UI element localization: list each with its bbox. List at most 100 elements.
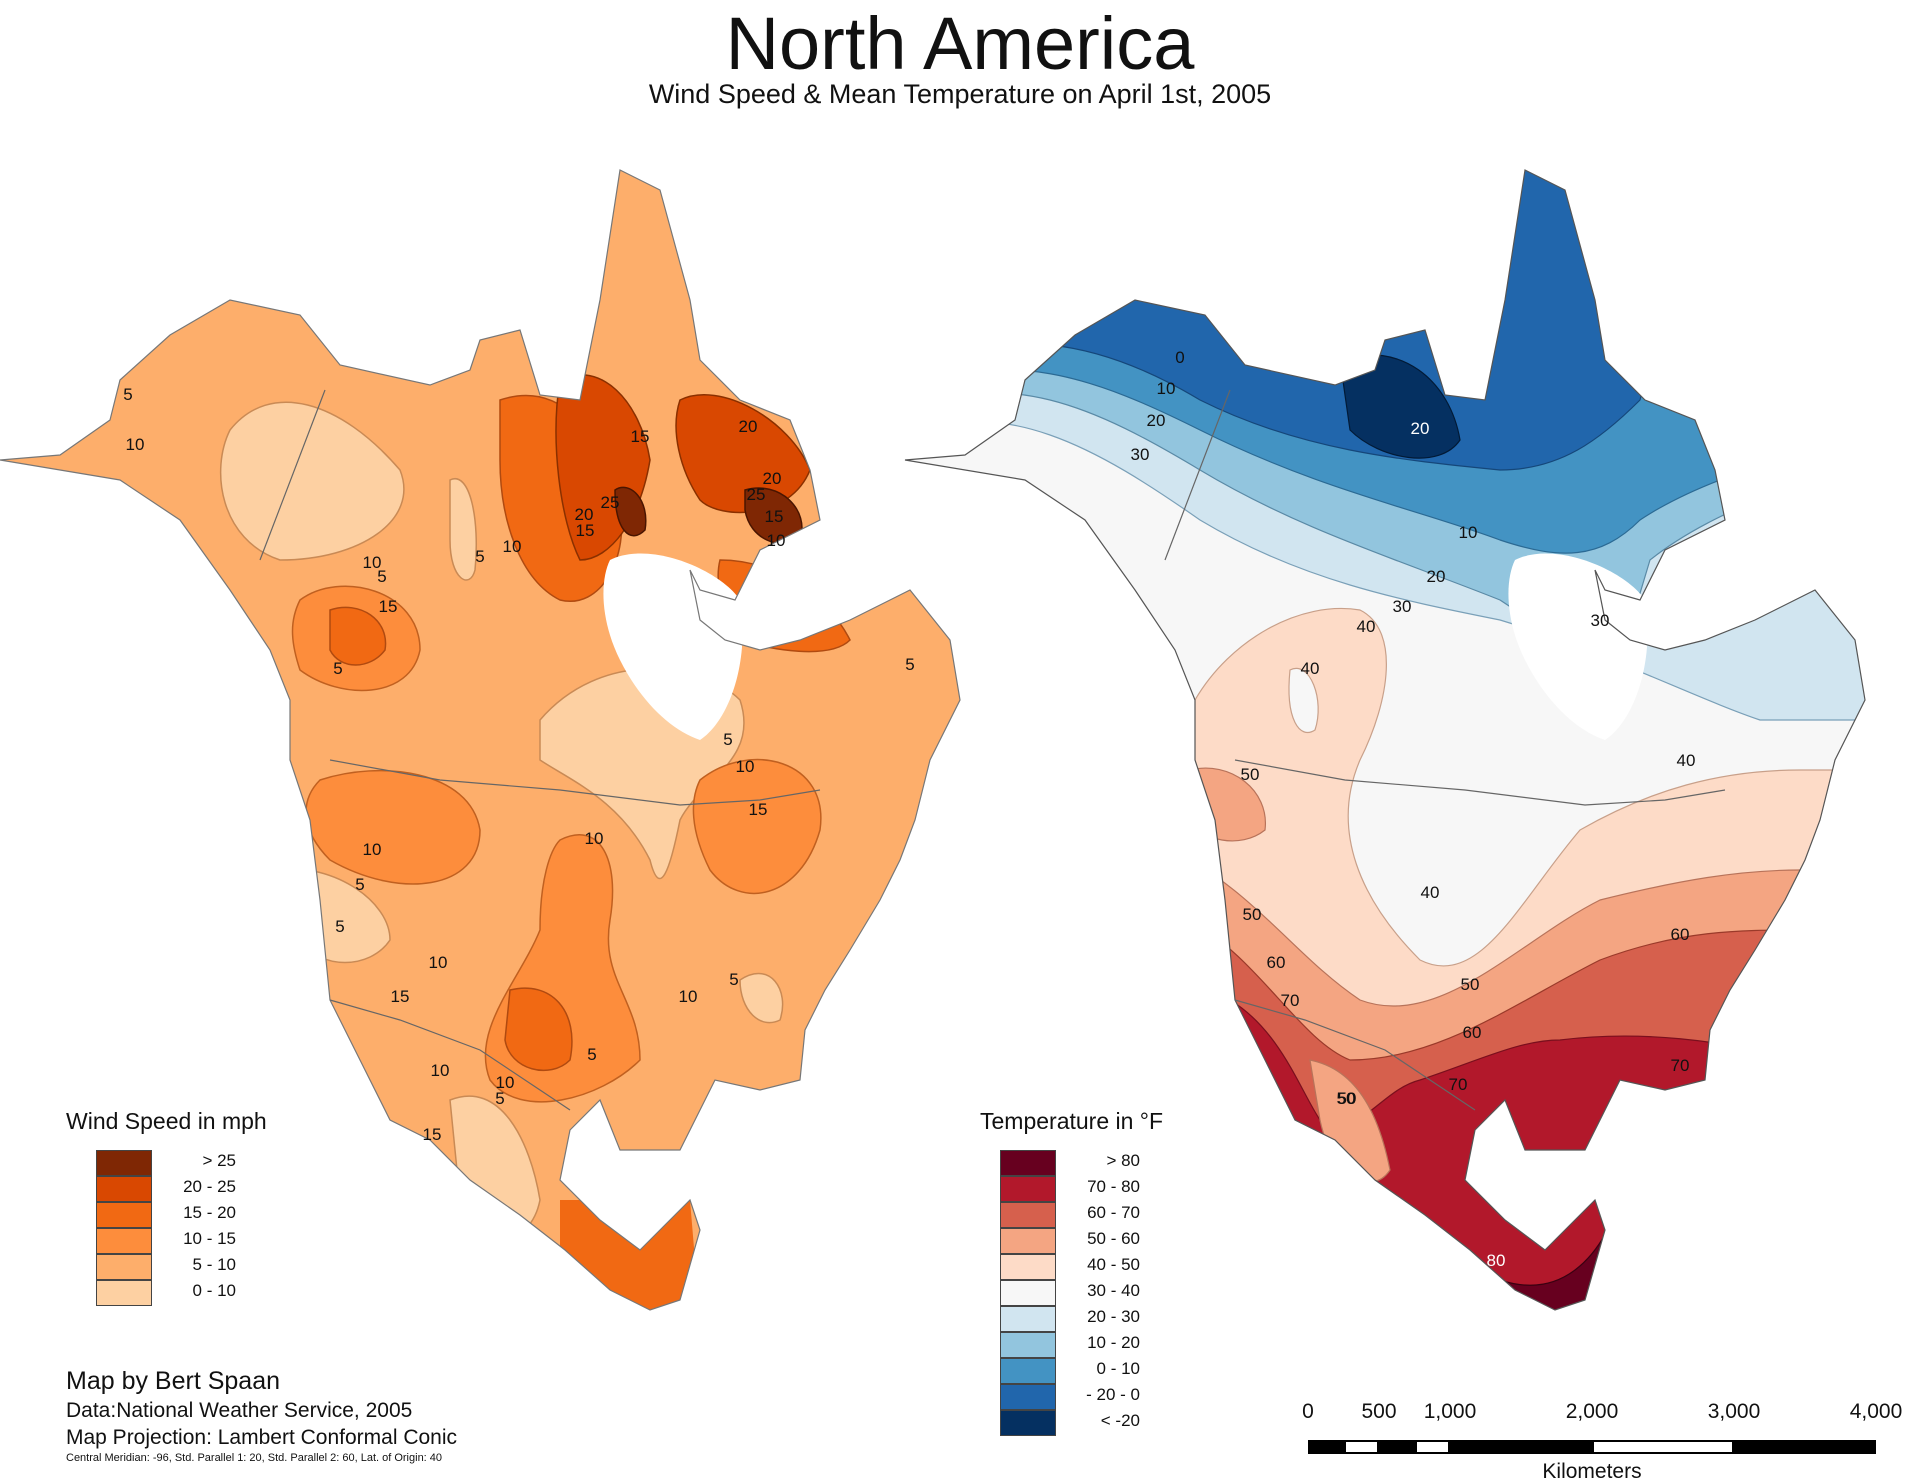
temp-contour-labels: 0 10 20 30 20 10 20 30 40 40 30 40 50 40 50 50 60 60 70 50 6… xyxy=(1131,348,1696,1270)
temp-legend-label: - 20 - 0 xyxy=(1086,1385,1140,1404)
temp-legend-title: Temperature in °F xyxy=(980,1108,1164,1134)
wind-zone-15-20 xyxy=(504,987,573,1071)
temp-contour-label: 10 xyxy=(1157,379,1176,398)
temp-legend-label: 30 - 40 xyxy=(1087,1281,1140,1300)
temp-legend-label: 50 - 60 xyxy=(1087,1229,1140,1248)
wind-contour-label: 15 xyxy=(379,597,398,616)
scale-bar-segment xyxy=(1450,1440,1592,1454)
wind-contour-label: 15 xyxy=(423,1125,442,1144)
temp-legend-swatch xyxy=(1000,1150,1056,1176)
wind-border-us-mexico xyxy=(329,999,571,1111)
wind-legend-label: 5 - 10 xyxy=(192,1255,236,1274)
wind-contour-label: 5 xyxy=(333,659,342,678)
scale-tick-label: 2,000 xyxy=(1565,1400,1619,1423)
temp-contour-label: 50 xyxy=(1243,905,1262,924)
wind-zone-15-20 xyxy=(560,1200,700,1310)
wind-legend-swatch xyxy=(96,1228,152,1254)
temp-legend-label: 40 - 50 xyxy=(1087,1255,1140,1274)
wind-legend-swatch xyxy=(96,1150,152,1176)
credit-author: Map by Bert Spaan xyxy=(66,1367,281,1395)
wind-zone-low xyxy=(739,972,784,1024)
temp-legend-label: > 80 xyxy=(1106,1151,1140,1170)
temp-border-us-mexico xyxy=(1234,999,1476,1111)
wind-contour-label: 20 xyxy=(763,469,782,488)
wind-zone-low xyxy=(449,477,478,581)
wind-zone-15-20 xyxy=(329,606,387,666)
temp-legend-swatch xyxy=(1000,1384,1056,1410)
wind-contour-labels: 5105101551015202515202520151055101551010… xyxy=(123,385,914,1144)
wind-legend-title: Wind Speed in mph xyxy=(66,1108,267,1134)
wind-contour-label: 15 xyxy=(749,800,768,819)
temp-contour-label: 20 xyxy=(1427,567,1446,586)
temp-contour-label: 70 xyxy=(1449,1075,1468,1094)
wind-legend-swatch xyxy=(96,1202,152,1228)
temp-zone-below-neg20 xyxy=(1339,354,1461,459)
temp-contour-label: 10 xyxy=(1459,523,1478,542)
temp-legend-swatch xyxy=(1000,1306,1056,1332)
temp-legend-label: 0 - 10 xyxy=(1096,1359,1140,1378)
wind-contour-label: 10 xyxy=(585,829,604,848)
scale-tick-label: 0 xyxy=(1302,1400,1314,1423)
temp-border-us-canada xyxy=(1234,759,1726,806)
wind-legend-label: 0 - 10 xyxy=(192,1281,236,1300)
wind-contour-label: 20 xyxy=(575,505,594,524)
credits-block: Map by Bert Spaan Data:National Weather … xyxy=(66,1366,626,1465)
temp-legend-swatch xyxy=(1000,1202,1056,1228)
wind-contour-label: 5 xyxy=(377,567,386,586)
temp-contour-label: 50 xyxy=(1241,765,1260,784)
temp-contour-label: 40 xyxy=(1357,617,1376,636)
wind-border-alaska xyxy=(259,389,326,561)
temp-legend-label: 70 - 80 xyxy=(1087,1177,1140,1196)
wind-zone-10-15 xyxy=(692,758,822,895)
temp-coastline xyxy=(904,169,1866,1311)
temp-contour-label: 0 xyxy=(1175,348,1184,367)
wind-contour-label: 5 xyxy=(123,385,132,404)
wind-contour-label: 15 xyxy=(631,427,650,446)
credit-data-source: Data:National Weather Service, 2005 xyxy=(66,1399,413,1422)
wind-contour-label: 10 xyxy=(679,987,698,1006)
temp-legend-swatch xyxy=(1000,1254,1056,1280)
temperature-map: 0 10 20 30 20 10 20 30 40 40 30 40 50 40 50 50 60 60 70 50 6… xyxy=(904,169,1866,1311)
temp-contour-label: 30 xyxy=(1131,445,1150,464)
wind-contour-label: 15 xyxy=(391,987,410,1006)
temp-contour-label: 80 xyxy=(1487,1251,1506,1270)
wind-legend-label: 10 - 15 xyxy=(183,1229,236,1248)
temp-legend-swatch xyxy=(1000,1280,1056,1306)
temp-contour-label: 50 xyxy=(1338,1089,1357,1108)
credit-projection: Map Projection: Lambert Conformal Conic xyxy=(66,1426,458,1449)
wind-contour-label: 5 xyxy=(587,1045,596,1064)
map-subtitle: Wind Speed & Mean Temperature on April 1… xyxy=(648,79,1272,109)
wind-contour-label: 10 xyxy=(503,537,522,556)
wind-border-us-canada xyxy=(329,759,821,806)
temp-contour-label: 40 xyxy=(1677,751,1696,770)
wind-zone-20-25 xyxy=(675,394,811,514)
scale-tick-label: 1,000 xyxy=(1423,1400,1477,1423)
wind-contour-label: 5 xyxy=(355,875,364,894)
temp-contour-label: 30 xyxy=(1591,611,1610,630)
wind-legend-label: 15 - 20 xyxy=(183,1203,236,1222)
wind-contour-label: 25 xyxy=(601,493,620,512)
wind-contour-label: 10 xyxy=(767,531,786,550)
scale-bar-segment xyxy=(1308,1440,1344,1454)
temp-contour-label: 50 xyxy=(1461,975,1480,994)
wind-fill-layers xyxy=(0,170,960,1310)
temp-legend-swatch xyxy=(1000,1332,1056,1358)
wind-speed-map: 5105101551015202515202520151055101551010… xyxy=(0,169,961,1311)
wind-legend-label: > 25 xyxy=(202,1151,236,1170)
temp-contour-label: 50 xyxy=(1337,1089,1356,1108)
scale-tick-label: 4,000 xyxy=(1849,1400,1903,1423)
temp-legend-label: 60 - 70 xyxy=(1087,1203,1140,1222)
wind-contour-label: 5 xyxy=(475,547,484,566)
temp-contour-label: 70 xyxy=(1281,991,1300,1010)
wind-contour-label: 5 xyxy=(723,730,732,749)
temp-contour-label: 30 xyxy=(1393,597,1412,616)
temp-contour-label: 40 xyxy=(1301,659,1320,678)
wind-contour-label: 10 xyxy=(126,435,145,454)
wind-zone-low xyxy=(219,401,405,561)
temp-legend-swatch xyxy=(1000,1358,1056,1384)
scale-bar-segment xyxy=(1414,1440,1450,1454)
wind-legend-swatch xyxy=(96,1280,152,1306)
temp-zone-30-40 xyxy=(1288,667,1319,733)
wind-legend-swatch xyxy=(96,1254,152,1280)
wind-contour-label: 25 xyxy=(747,485,766,504)
